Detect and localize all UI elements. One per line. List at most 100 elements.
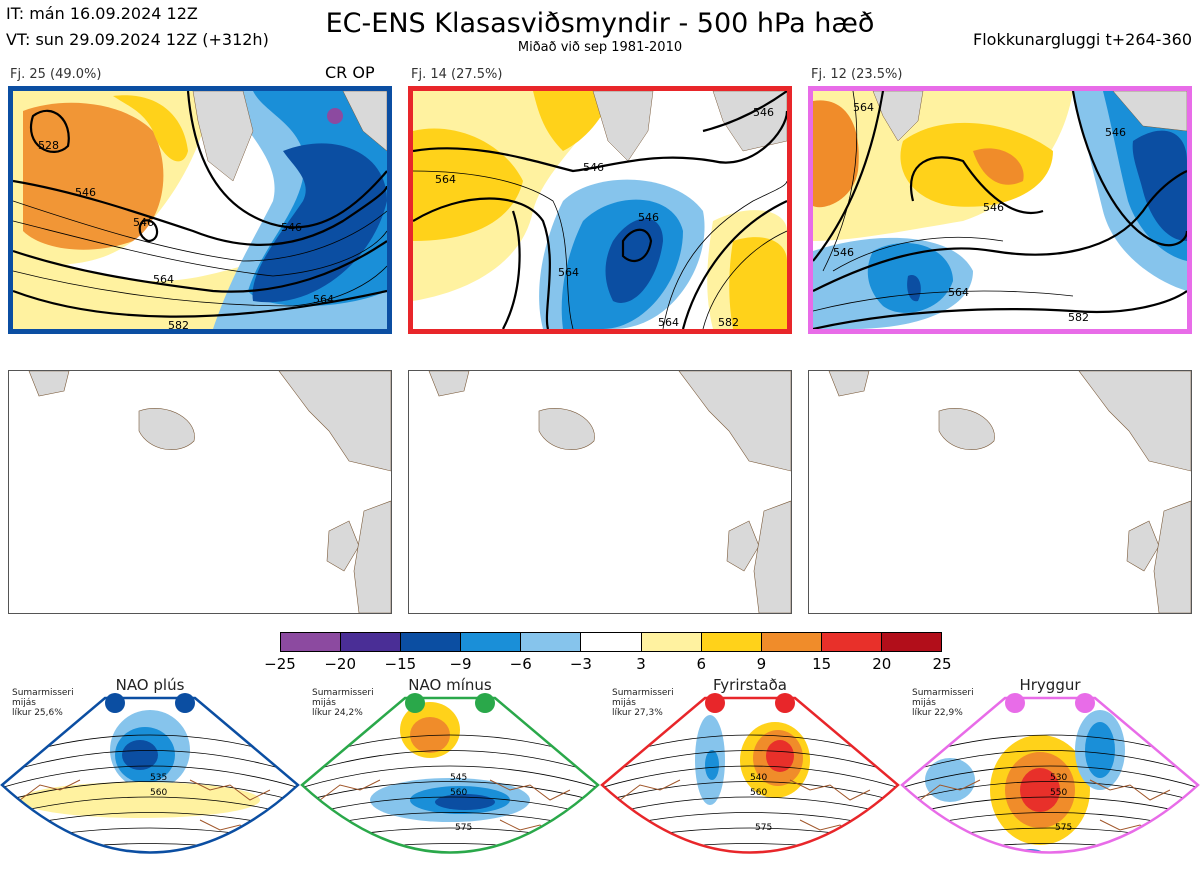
regime-info-season: Sumarmisseri bbox=[312, 688, 374, 698]
regime-marker bbox=[1005, 693, 1025, 713]
colorbar-tick-label: 6 bbox=[696, 655, 707, 673]
svg-text:582: 582 bbox=[718, 316, 739, 329]
svg-text:564: 564 bbox=[658, 316, 679, 329]
cluster-1-tag: CR OP bbox=[325, 63, 375, 82]
colorbar-swatch bbox=[341, 633, 402, 651]
regime-title: NAO mínus bbox=[408, 676, 492, 694]
anomaly-map-1 bbox=[8, 370, 392, 614]
svg-text:582: 582 bbox=[1068, 311, 1089, 324]
colorbar-tick-label: 15 bbox=[812, 655, 832, 673]
colorbar-swatch bbox=[881, 633, 942, 651]
regime-marker bbox=[705, 693, 725, 713]
regime-map: 535 560 bbox=[0, 693, 300, 854]
cluster-1-label: Fj. 25 (49.0%) bbox=[10, 67, 102, 82]
contour-label: 575 bbox=[455, 823, 472, 833]
cluster-3-label: Fj. 12 (23.5%) bbox=[811, 67, 903, 82]
contour-label: 545 bbox=[450, 773, 467, 783]
colorbar-swatch bbox=[281, 633, 342, 651]
svg-text:546: 546 bbox=[753, 106, 774, 119]
svg-text:546: 546 bbox=[281, 221, 302, 234]
svg-text:582: 582 bbox=[168, 319, 189, 329]
svg-text:546: 546 bbox=[638, 211, 659, 224]
contour-label: 540 bbox=[750, 773, 767, 783]
cluster-3-map: 546 564 546 546 564 582 bbox=[808, 86, 1192, 334]
svg-text:546: 546 bbox=[133, 216, 154, 229]
svg-text:546: 546 bbox=[583, 161, 604, 174]
regime-info: Sumarmisseri mijás líkur 25,6% bbox=[12, 688, 74, 718]
colorbar-tick-label: −3 bbox=[569, 655, 592, 673]
contour-label: 535 bbox=[150, 773, 167, 783]
anomaly-map-2 bbox=[408, 370, 792, 614]
regime-marker bbox=[405, 693, 425, 713]
colorbar-swatch bbox=[581, 633, 642, 651]
regime-marker bbox=[475, 693, 495, 713]
svg-text:564: 564 bbox=[558, 266, 579, 279]
colorbar-swatch bbox=[401, 633, 462, 651]
regime-map: 545 560 575 bbox=[300, 693, 600, 854]
regime-info-prob: líkur 27,3% bbox=[612, 708, 663, 718]
anomaly-map-3 bbox=[808, 370, 1192, 614]
colorbar-swatch bbox=[641, 633, 702, 651]
colorbar-swatch bbox=[821, 633, 882, 651]
classification-window: Flokkunargluggi t+264-360 bbox=[973, 30, 1192, 49]
contour-label: 530 bbox=[1050, 773, 1067, 783]
regime-info-normal: mijás bbox=[612, 698, 636, 708]
colorbar-tick-label: 20 bbox=[872, 655, 892, 673]
contour-label: 560 bbox=[750, 788, 767, 798]
colorbar-tick-label: −15 bbox=[384, 655, 417, 673]
colorbar-tick-label: −9 bbox=[449, 655, 472, 673]
colorbar-tick-label: −20 bbox=[324, 655, 356, 673]
colorbar-tick-label: 25 bbox=[932, 655, 952, 673]
contour-label: 575 bbox=[1055, 823, 1072, 833]
svg-text:564: 564 bbox=[313, 293, 334, 306]
issue-time: IT: mán 16.09.2024 12Z bbox=[6, 4, 198, 23]
regime-info: Sumarmisseri mijás líkur 24,2% bbox=[312, 688, 374, 718]
regime-info-normal: mijás bbox=[912, 698, 936, 708]
contour-label: 560 bbox=[450, 788, 467, 798]
regime-info: Sumarmisseri mijás líkur 27,3% bbox=[612, 688, 674, 718]
regime-marker bbox=[105, 693, 125, 713]
svg-text:564: 564 bbox=[435, 173, 456, 186]
colorbar-tick-label: −6 bbox=[509, 655, 532, 673]
colorbar-swatch bbox=[521, 633, 582, 651]
svg-text:546: 546 bbox=[1105, 126, 1126, 139]
cluster-2-map: 564 546 546 546 564 564 582 bbox=[408, 86, 792, 334]
regime-info-prob: líkur 22,9% bbox=[912, 708, 963, 718]
regime-info-normal: mijás bbox=[312, 698, 336, 708]
colorbar-tick-label: −25 bbox=[264, 655, 296, 673]
svg-text:564: 564 bbox=[853, 101, 874, 114]
regime-title: Hryggur bbox=[1019, 676, 1081, 694]
svg-text:546: 546 bbox=[833, 246, 854, 259]
svg-text:546: 546 bbox=[75, 186, 96, 199]
regime-title: NAO plús bbox=[115, 676, 185, 694]
regime-map: 530 550 575 bbox=[900, 693, 1200, 854]
regime-info-normal: mijás bbox=[12, 698, 36, 708]
regime-marker bbox=[775, 693, 795, 713]
regime-info: Sumarmisseri mijás líkur 22,9% bbox=[912, 688, 974, 718]
colorbar-swatch bbox=[701, 633, 762, 651]
svg-text:546: 546 bbox=[983, 201, 1004, 214]
regime-title: Fyrirstaða bbox=[713, 676, 787, 694]
cluster-2-label: Fj. 14 (27.5%) bbox=[411, 67, 503, 82]
colorbar-swatch bbox=[461, 633, 522, 651]
regime-info-season: Sumarmisseri bbox=[912, 688, 974, 698]
regime-info-prob: líkur 25,6% bbox=[12, 708, 63, 718]
colorbar-swatch bbox=[761, 633, 822, 651]
regime-marker bbox=[1075, 693, 1095, 713]
svg-text:564: 564 bbox=[948, 286, 969, 299]
cluster-1-map: 528 546 546 546 564 564 582 bbox=[8, 86, 392, 334]
svg-text:528: 528 bbox=[38, 139, 59, 152]
regime-info-season: Sumarmisseri bbox=[12, 688, 74, 698]
svg-text:564: 564 bbox=[153, 273, 174, 286]
regime-marker bbox=[175, 693, 195, 713]
contour-label: 560 bbox=[150, 788, 167, 798]
valid-time: VT: sun 29.09.2024 12Z (+312h) bbox=[6, 30, 269, 49]
page-subtitle: Miðað við sep 1981-2010 bbox=[517, 40, 683, 55]
regime-info-season: Sumarmisseri bbox=[612, 688, 674, 698]
contour-label: 550 bbox=[1050, 788, 1067, 798]
regime-map: 540 560 575 bbox=[600, 693, 900, 854]
page-title: EC-ENS Klasasviðsmyndir - 500 hPa hæð bbox=[325, 8, 875, 39]
colorbar bbox=[280, 632, 942, 652]
regime-info-prob: líkur 24,2% bbox=[312, 708, 363, 718]
colorbar-tick-label: 3 bbox=[636, 655, 646, 673]
